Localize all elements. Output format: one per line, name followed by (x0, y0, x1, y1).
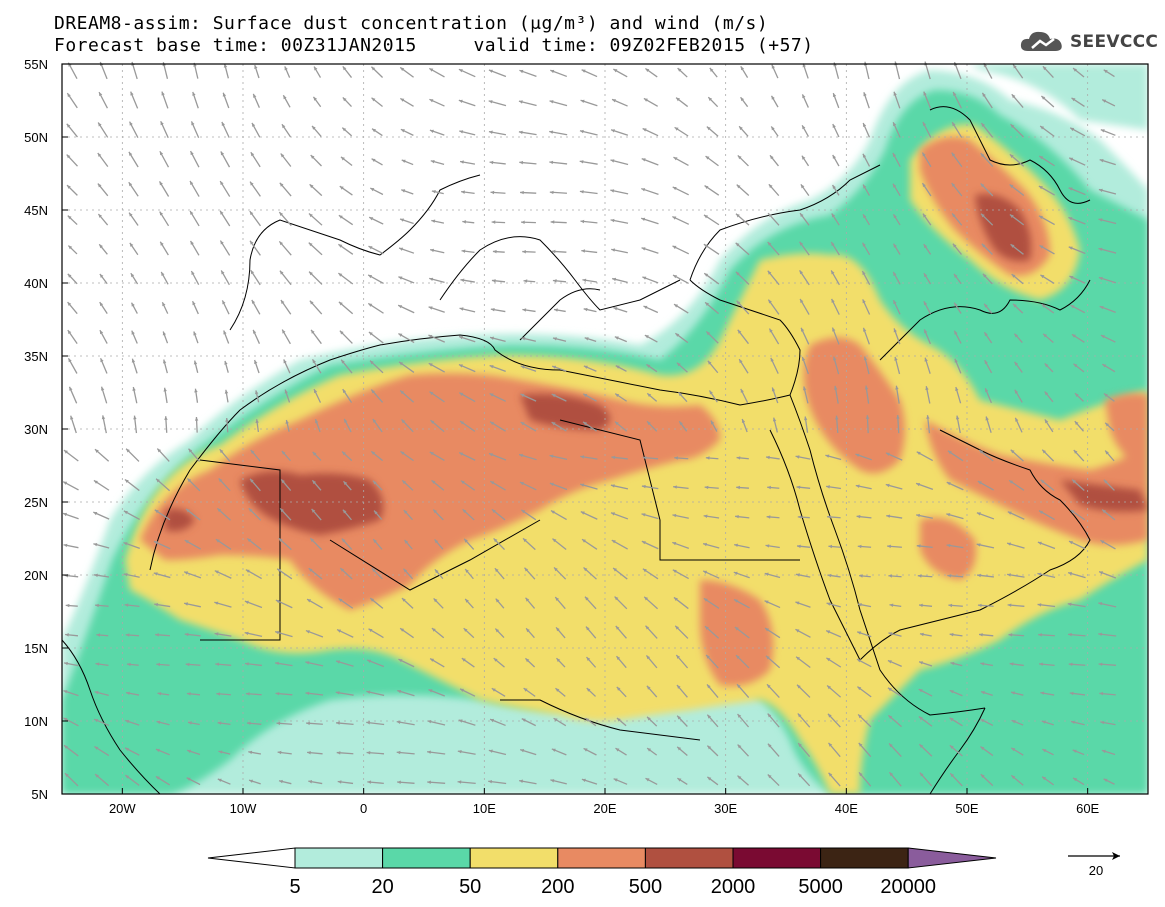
dust-level-200 (140, 136, 1148, 686)
dust-field (62, 64, 1148, 794)
wind-scale-value: 20 (1089, 863, 1103, 878)
longitude-label: 50E (955, 801, 978, 816)
color-legend: 5 20 50 200 500 2000 5000 20000 (207, 847, 997, 898)
latitude-labels: 5N 10N 15N 20N 25N 30N 35N 40N 45N 50N 55N (24, 57, 68, 802)
latitude-label: 25N (24, 495, 48, 510)
logo-text: SEEVCCC (1070, 32, 1159, 52)
longitude-labels: 20W 10W 0 10E 20E 30E 40E 50E 60E (109, 788, 1100, 816)
seevccc-logo: SEEVCCC (1018, 26, 1158, 58)
legend-label: 200 (541, 876, 574, 898)
legend-swatch (732, 847, 822, 869)
legend-swatch (382, 847, 471, 869)
legend-label: 2000 (711, 876, 756, 898)
legend-label: 5000 (798, 876, 843, 898)
longitude-label: 10E (473, 801, 496, 816)
coastlines (61, 106, 1091, 795)
legend-label: 500 (629, 876, 662, 898)
legend-swatch (644, 847, 734, 869)
longitude-label: 60E (1076, 801, 1099, 816)
latitude-label: 10N (24, 714, 48, 729)
legend-label: 5 (289, 876, 300, 898)
longitude-label: 20E (593, 801, 616, 816)
legend-swatch (557, 847, 646, 869)
map-title-line2: Forecast base time: 00Z31JAN2015 valid t… (54, 35, 814, 56)
latitude-label: 45N (24, 203, 48, 218)
latitude-label: 30N (24, 422, 48, 437)
legend-label: 50 (459, 876, 481, 898)
legend-swatch (294, 847, 384, 869)
graticule (62, 64, 1148, 794)
legend-swatch (820, 847, 909, 869)
latitude-label: 5N (31, 787, 48, 802)
longitude-label: 40E (835, 801, 858, 816)
latitude-label: 35N (24, 349, 48, 364)
longitude-label: 30E (714, 801, 737, 816)
map-title-line1: DREAM8-assim: Surface dust concentration… (54, 13, 769, 34)
latitude-label: 55N (24, 57, 48, 72)
legend-swatch (207, 847, 296, 869)
cloud-logo-icon (1020, 31, 1062, 51)
longitude-label: 0 (360, 801, 367, 816)
wind-scale: 20 (1068, 852, 1120, 878)
legend-swatch (469, 847, 559, 869)
longitude-label: 20W (109, 801, 136, 816)
longitude-label: 10W (230, 801, 257, 816)
dust-level-500 (165, 194, 1148, 535)
latitude-label: 50N (24, 130, 48, 145)
legend-swatch (907, 847, 997, 869)
legend-label: 20 (371, 876, 393, 898)
latitude-label: 20N (24, 568, 48, 583)
legend-label: 20000 (880, 876, 936, 898)
latitude-label: 40N (24, 276, 48, 291)
latitude-label: 15N (24, 641, 48, 656)
